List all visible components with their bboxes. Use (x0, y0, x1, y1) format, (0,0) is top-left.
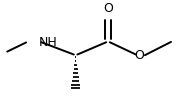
Text: O: O (103, 2, 113, 15)
Text: O: O (135, 49, 144, 62)
Text: NH: NH (39, 36, 57, 48)
